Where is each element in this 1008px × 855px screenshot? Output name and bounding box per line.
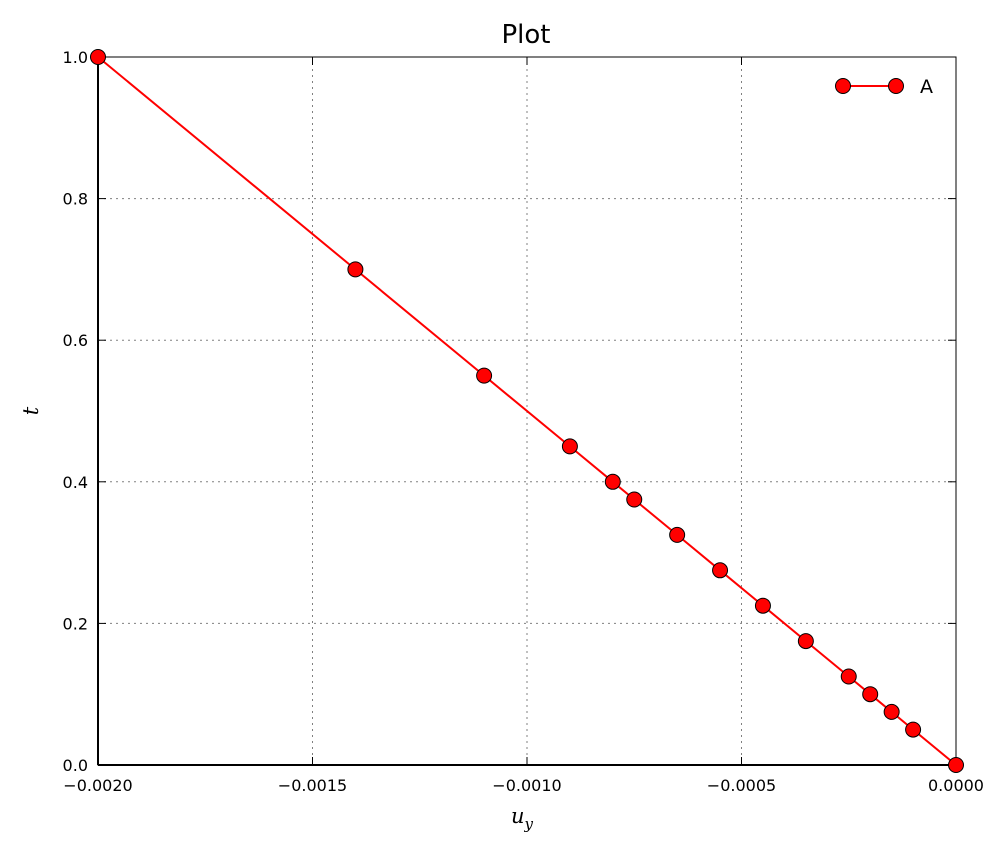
legend-label: A xyxy=(920,76,933,98)
y-axis-label: t xyxy=(19,406,43,415)
x-tick-label: −0.0015 xyxy=(278,776,347,795)
data-point xyxy=(948,757,964,773)
legend-marker-left xyxy=(835,78,851,94)
y-tick-label: 0.8 xyxy=(63,190,88,209)
x-tick-label: −0.0005 xyxy=(707,776,776,795)
data-point xyxy=(862,686,879,703)
data-point xyxy=(604,473,621,490)
x-axis-label-main: u xyxy=(511,804,525,828)
x-tick-label: −0.0010 xyxy=(492,776,561,795)
x-axis-label-subscript: y xyxy=(524,815,534,833)
data-point xyxy=(347,261,364,278)
x-axis-label: uy xyxy=(511,804,534,833)
data-point xyxy=(712,562,729,579)
legend: A xyxy=(835,76,933,98)
y-tick-label: 1.0 xyxy=(63,48,88,67)
data-point xyxy=(797,633,814,650)
ticks: −0.0020 −0.0015 −0.0010 −0.0005 0.0000 0.0 0.2… xyxy=(63,48,984,795)
data-point xyxy=(883,703,900,720)
data-point xyxy=(476,367,493,384)
x-tick-label: 0.0000 xyxy=(928,776,984,795)
data-point xyxy=(90,49,106,65)
data-point xyxy=(669,526,686,543)
y-tick-label: 0.4 xyxy=(63,473,88,492)
data-point xyxy=(905,721,922,738)
legend-marker-right xyxy=(888,78,904,94)
y-tick-label: 0.0 xyxy=(63,756,88,775)
y-tick-label: 0.2 xyxy=(63,614,88,633)
data-point xyxy=(561,438,578,455)
data-point xyxy=(754,597,771,614)
data-point xyxy=(626,491,643,508)
chart-title: Plot xyxy=(501,20,550,50)
y-tick-label: 0.6 xyxy=(63,331,88,350)
x-tick-label: −0.0020 xyxy=(63,776,132,795)
series xyxy=(90,49,964,773)
data-point xyxy=(840,668,857,685)
